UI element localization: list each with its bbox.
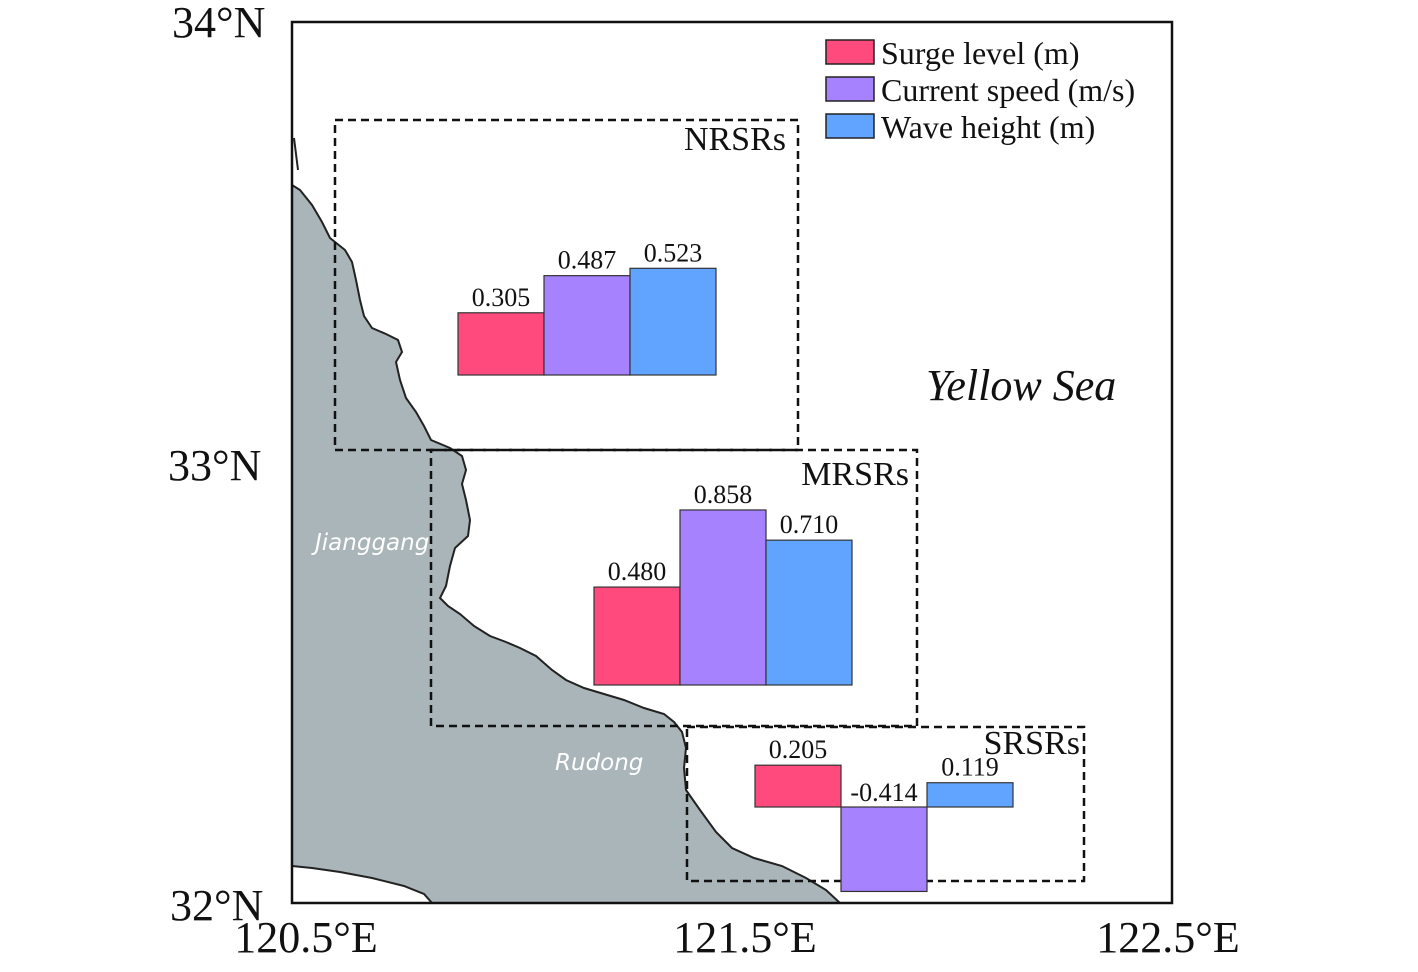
bar-label-srsrs-surge: 0.205 [769, 735, 828, 764]
legend: Surge level (m) Current speed (m/s) Wave… [825, 35, 1135, 145]
lat-33-label: 33°N [168, 441, 261, 490]
region-box-nrsrs [333, 118, 800, 452]
lon-121-5-label: 121.5°E [673, 913, 816, 962]
bar-group-mrsrs: 0.480 0.858 0.710 [593, 480, 853, 686]
bar-label-mrsrs-surge: 0.480 [608, 557, 667, 586]
legend-swatch-wave [825, 113, 875, 139]
lat-32-label: 32°N [170, 881, 263, 930]
legend-label-surge: Surge level (m) [881, 35, 1079, 71]
bar-group-nrsrs: 0.305 0.487 0.523 [457, 238, 717, 376]
bar-label-srsrs-current: -0.414 [850, 778, 917, 807]
bar-nrsrs-current [543, 275, 631, 376]
region-title-srsrs: SRSRs [984, 725, 1080, 762]
sea-label: Yellow Sea [926, 361, 1116, 410]
region-box-srsrs [685, 725, 1086, 883]
lat-34-label: 34°N [172, 0, 265, 47]
bar-label-nrsrs-surge: 0.305 [472, 283, 531, 312]
bar-label-mrsrs-current: 0.858 [694, 480, 753, 509]
map-frame [290, 20, 1174, 905]
legend-swatch-surge [825, 39, 875, 65]
bar-label-srsrs-wave: 0.119 [941, 753, 999, 782]
bar-group-srsrs: 0.205 -0.414 0.119 [754, 735, 1014, 893]
region-title-nrsrs: NRSRs [684, 121, 786, 158]
bar-mrsrs-current [679, 509, 767, 686]
lon-120-5-label: 120.5°E [234, 913, 377, 962]
legend-label-wave: Wave height (m) [881, 109, 1095, 145]
land-area [291, 183, 843, 904]
bar-mrsrs-surge [593, 586, 681, 686]
legend-swatch-current [825, 76, 875, 102]
place-jianggang: Jianggang [311, 530, 429, 556]
legend-label-current: Current speed (m/s) [881, 72, 1135, 108]
bar-srsrs-wave [926, 782, 1014, 808]
coast-mark [293, 137, 299, 171]
lon-122-5-label: 122.5°E [1096, 913, 1239, 962]
bar-label-nrsrs-wave: 0.523 [644, 238, 703, 267]
bar-label-nrsrs-current: 0.487 [558, 246, 617, 275]
bar-mrsrs-wave [765, 539, 853, 686]
bar-nrsrs-wave [629, 267, 717, 376]
bar-srsrs-surge [754, 764, 842, 808]
bar-srsrs-current [840, 806, 928, 893]
place-rudong: Rudong [555, 750, 643, 776]
bar-nrsrs-surge [457, 312, 545, 376]
region-box-mrsrs [429, 448, 919, 728]
bar-label-mrsrs-wave: 0.710 [780, 510, 839, 539]
region-title-mrsrs: MRSRs [801, 456, 909, 493]
